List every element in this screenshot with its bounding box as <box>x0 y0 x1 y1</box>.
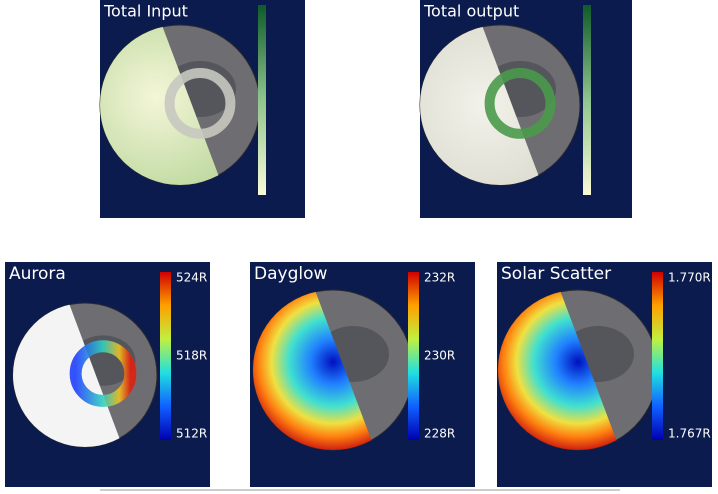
colorbar-label: 1.770R <box>668 271 711 285</box>
colorbar-label: 232R <box>424 271 455 285</box>
panel: Dayglow 232R 230R 228R <box>250 262 475 487</box>
panel-title: Solar Scatter <box>501 264 611 284</box>
panel-title: Total Input <box>103 2 188 21</box>
colorbar-label: 512R <box>176 427 207 441</box>
colorbar-label: 1.767R <box>668 427 711 441</box>
colorbar <box>408 272 419 440</box>
auroral-oval <box>484 68 556 139</box>
panel-title: Aurora <box>9 264 66 284</box>
colorbar-label: 228R <box>424 427 455 441</box>
auroral-oval <box>164 68 236 139</box>
colorbar <box>160 272 171 440</box>
colorbar <box>258 5 266 195</box>
colorbar <box>583 5 591 195</box>
colorbar-label: 518R <box>176 349 207 363</box>
auroral-oval <box>69 340 137 407</box>
panel-title: Dayglow <box>254 264 327 284</box>
panel: Total output <box>419 0 632 218</box>
colorbar-label: 524R <box>176 271 207 285</box>
panel: Total Input <box>99 0 305 218</box>
panel-title: Total output <box>423 2 519 21</box>
colorbar-label: 230R <box>424 349 455 363</box>
colorbar <box>652 272 663 440</box>
panel: Solar Scatter 1.770R 1.767R <box>497 262 712 487</box>
panel: Aurora 524R 518R 512R <box>5 262 210 487</box>
